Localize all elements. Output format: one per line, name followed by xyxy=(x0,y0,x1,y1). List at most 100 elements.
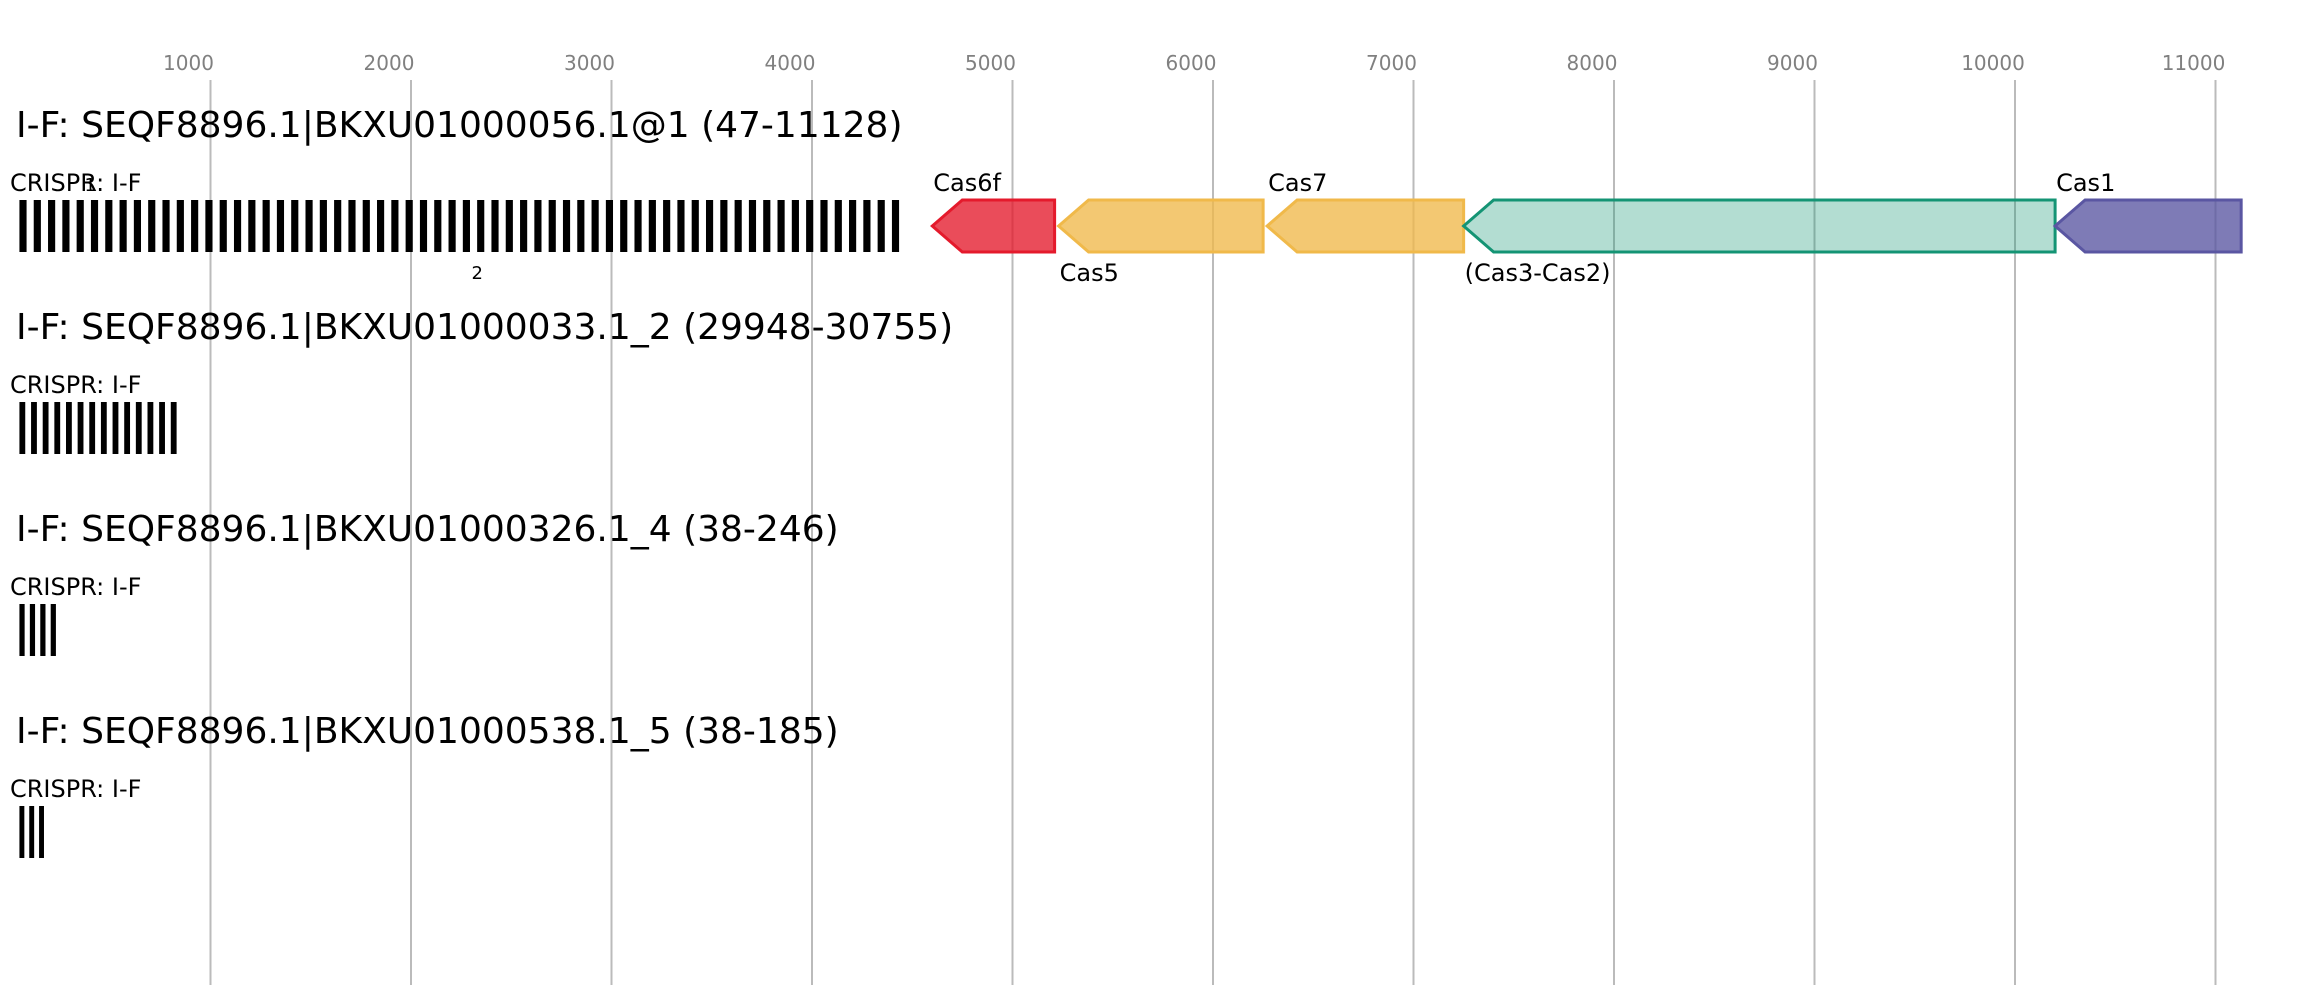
crispr-repeat xyxy=(77,402,84,454)
crispr-repeat xyxy=(89,402,96,454)
crispr-repeat xyxy=(334,200,342,252)
crispr-repeat xyxy=(677,200,685,252)
crispr-repeat xyxy=(663,200,671,252)
crispr-repeat xyxy=(76,200,84,252)
crispr-repeat xyxy=(734,200,742,252)
crispr-repeat xyxy=(720,200,728,252)
crispr-repeat xyxy=(233,200,242,252)
crispr-repeat xyxy=(33,200,41,252)
crispr-repeat xyxy=(620,200,628,252)
crispr-repeat xyxy=(705,200,714,252)
crispr-repeat xyxy=(42,402,49,454)
gene-label: Cas5 xyxy=(1060,259,1119,287)
loci-tracks: I-F: SEQF8896.1|BKXU01000056.1@1 (47-111… xyxy=(10,105,2243,858)
crispr-repeat xyxy=(520,200,528,252)
crispr-array-label: CRISPR: I-F xyxy=(10,169,141,197)
crispr-repeat xyxy=(50,604,56,656)
crispr-array-label: CRISPR: I-F xyxy=(10,775,141,803)
crispr-repeat xyxy=(100,402,107,454)
locus-track: I-F: SEQF8896.1|BKXU01000326.1_4 (38-246… xyxy=(10,509,839,656)
crispr-repeat xyxy=(48,200,56,252)
crispr-repeat xyxy=(877,200,885,252)
gene-label: Cas1 xyxy=(2056,169,2115,197)
crispr-repeat xyxy=(159,402,165,454)
crispr-repeat xyxy=(863,200,871,252)
tick-label: 8000 xyxy=(1567,51,1618,75)
crispr-repeat xyxy=(634,200,642,252)
crispr-repeat xyxy=(19,402,26,454)
crispr-repeat xyxy=(849,200,857,252)
crispr-repeat xyxy=(748,200,757,252)
crispr-repeat xyxy=(19,806,25,858)
array-marker-label: 1 xyxy=(84,175,95,196)
crispr-repeat xyxy=(205,200,213,252)
crispr-repeat xyxy=(29,604,36,656)
crispr-repeat xyxy=(191,200,199,252)
crispr-repeat xyxy=(505,200,513,252)
crispr-repeat xyxy=(119,200,127,252)
crispr-repeat xyxy=(391,200,399,252)
crispr-repeat xyxy=(419,200,428,252)
crispr-repeat xyxy=(29,806,35,858)
crispr-repeat xyxy=(891,200,900,252)
crispr-repeat xyxy=(40,604,46,656)
crispr-repeat xyxy=(448,200,456,252)
tick-label: 9000 xyxy=(1767,51,1818,75)
locus-track: I-F: SEQF8896.1|BKXU01000056.1@1 (47-111… xyxy=(10,105,2243,287)
crispr-repeat xyxy=(591,200,599,252)
crispr-repeat xyxy=(319,200,327,252)
crispr-repeat xyxy=(462,200,470,252)
crispr-repeat xyxy=(147,402,154,454)
crispr-repeat xyxy=(148,200,156,252)
crispr-repeat xyxy=(577,200,585,252)
crispr-repeat xyxy=(691,200,699,252)
crispr-repeat xyxy=(791,200,799,252)
gene-label: Cas7 xyxy=(1268,169,1327,197)
crispr-repeat xyxy=(477,200,485,252)
tick-label: 7000 xyxy=(1366,51,1417,75)
crispr-repeat xyxy=(377,200,385,252)
crispr-repeat xyxy=(112,402,119,454)
crispr-repeat xyxy=(31,402,37,454)
crispr-repeat xyxy=(135,402,142,454)
crispr-repeat xyxy=(19,604,25,656)
locus-title: I-F: SEQF8896.1|BKXU01000033.1_2 (29948-… xyxy=(16,307,953,348)
tick-label: 6000 xyxy=(1166,51,1217,75)
crispr-repeat xyxy=(170,402,177,454)
crispr-repeat xyxy=(491,200,499,252)
gene-arrow-cas3-cas2 xyxy=(1461,198,2057,254)
crispr-repeat xyxy=(276,200,285,252)
crispr-repeat xyxy=(262,200,270,252)
tick-label: 1000 xyxy=(163,51,214,75)
crispr-repeat xyxy=(133,200,142,252)
locus-track: I-F: SEQF8896.1|BKXU01000538.1_5 (38-185… xyxy=(10,711,839,858)
locus-track: I-F: SEQF8896.1|BKXU01000033.1_2 (29948-… xyxy=(10,307,953,454)
crispr-repeat xyxy=(90,200,99,252)
tick-label: 11000 xyxy=(2162,51,2226,75)
gene-arrow-cas5 xyxy=(1056,198,1265,254)
crispr-repeat xyxy=(548,200,556,252)
crispr-repeat xyxy=(54,402,61,454)
crispr-repeat xyxy=(648,200,656,252)
crispr-repeat xyxy=(176,200,184,252)
crispr-repeat xyxy=(105,200,113,252)
tick-label: 5000 xyxy=(965,51,1016,75)
coordinate-grid: 1000 2000 3000 4000 5000 6000 7000 8000 9000 1000… xyxy=(163,51,2225,985)
crispr-repeat xyxy=(763,200,771,252)
crispr-repeat xyxy=(562,200,571,252)
gene-label: Cas6f xyxy=(933,169,1001,197)
gene-arrow-cas6f xyxy=(930,198,1057,254)
crispr-repeat xyxy=(820,200,828,252)
crispr-repeat xyxy=(777,200,785,252)
crispr-repeat xyxy=(806,200,814,252)
crispr-repeat xyxy=(348,200,356,252)
crispr-repeat xyxy=(291,200,299,252)
gene-arrow-cas7 xyxy=(1264,198,1466,254)
crispr-repeat xyxy=(219,200,227,252)
tick-label: 3000 xyxy=(564,51,615,75)
crispr-repeat xyxy=(39,806,44,858)
crispr-repeat xyxy=(305,200,313,252)
crispr-repeat xyxy=(19,200,27,252)
tick-label: 4000 xyxy=(765,51,816,75)
